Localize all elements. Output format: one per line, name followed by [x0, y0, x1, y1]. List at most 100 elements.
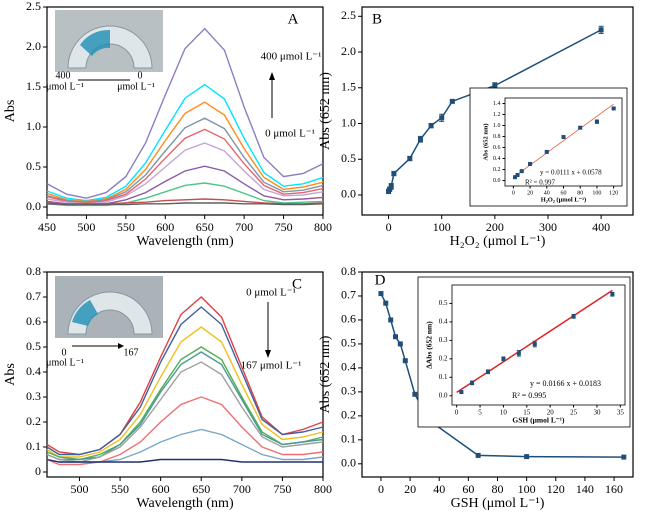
x-tick-label: 40 [544, 190, 550, 196]
y-tick-label: 0.1 [439, 373, 448, 381]
y-tick-label: 0.8 [26, 264, 41, 278]
data-point [492, 83, 498, 89]
y-tick-label: 1.5 [26, 79, 41, 93]
x-tick-label: 750 [273, 482, 291, 496]
x-tick-label: 15 [523, 408, 531, 416]
x-axis-label: H₂O₂ (μmol L⁻¹) [450, 234, 546, 249]
data-point [459, 390, 464, 395]
y-tick-label: 1.5 [341, 80, 356, 94]
data-point [388, 317, 394, 323]
arrow-head [118, 343, 124, 349]
x-tick-label: 800 [314, 220, 332, 234]
y-tick-label: 0.3 [341, 384, 356, 398]
data-point [383, 300, 389, 306]
spectrum-line [46, 458, 323, 463]
x-tick-label: 650 [196, 220, 214, 234]
y-tick-label: 1.0 [26, 119, 41, 133]
photo-label: 167 [124, 347, 139, 358]
data-point [417, 136, 423, 142]
data-point [486, 369, 491, 374]
photo-label: 400 [56, 70, 71, 81]
spectrum-line [46, 351, 324, 461]
data-point [544, 149, 549, 154]
x-tick-label: 140 [576, 482, 594, 496]
x-tick-label: 400 [592, 220, 610, 234]
x-tick-label: 35 [617, 408, 625, 416]
data-point [528, 162, 533, 166]
photo-label: 0 [138, 70, 143, 81]
y-axis-label: Abs (652 nm) [318, 72, 333, 150]
annotation: 0 μmol L⁻¹ [246, 287, 296, 299]
data-point [470, 380, 475, 385]
data-point [532, 342, 537, 347]
y-tick-label: 2.5 [341, 8, 356, 22]
y-tick-label: 0.7 [341, 288, 356, 302]
y-tick-label: 2.0 [341, 44, 356, 58]
fit-r2: R² = 0.995 [512, 391, 546, 400]
fit-r2: R² = 0.997 [525, 179, 555, 187]
spectrum-line [46, 346, 324, 461]
x-tick-label: 120 [609, 190, 618, 196]
x-tick-label: 5 [478, 408, 482, 416]
y-tick-label: 0.8 [341, 264, 356, 278]
annotation: 167 μmol L⁻¹ [241, 360, 302, 372]
x-tick-label: 10 [500, 408, 508, 416]
x-tick-label: 0 [378, 482, 384, 496]
chart-panel: 450 500 550 600 650 700 750 800 0.0 0.5 1.0 1.5 2.0 2… [3, 0, 332, 249]
y-tick-label: 0.1 [341, 432, 356, 446]
spectrum-line [46, 396, 324, 466]
y-axis-label: Abs [3, 100, 18, 123]
blue-tubes [80, 29, 110, 56]
x-tick-label: 600 [152, 482, 170, 496]
y-tick-label: 1.0 [493, 123, 501, 129]
x-tick-label: 550 [117, 220, 135, 234]
y-tick-label: 0.4 [26, 364, 41, 378]
y-tick-label: 0.5 [26, 159, 41, 173]
data-point [621, 454, 627, 460]
data-point [571, 314, 576, 319]
data-point [598, 27, 604, 33]
photo-label: 0 [62, 347, 67, 358]
y-tick-label: 0.0 [341, 456, 356, 470]
data-point [475, 452, 481, 458]
x-tick-label: 650 [192, 482, 210, 496]
spectrum-line [46, 117, 324, 203]
data-point [412, 391, 418, 397]
data-point [561, 135, 566, 140]
data-point [407, 156, 413, 162]
x-tick-label: 120 [547, 482, 565, 496]
y-axis-label: Abs (652 nm) [482, 123, 489, 160]
y-tick-label: 0.7 [26, 289, 41, 303]
blue-tubes [72, 300, 98, 326]
data-point [516, 351, 521, 356]
data-point [519, 169, 524, 174]
x-tick-label: 300 [539, 220, 557, 234]
y-axis-label: Abs [3, 363, 18, 386]
spectrum-line [46, 142, 324, 205]
annotation: 0 μmol L⁻¹ [265, 128, 315, 140]
y-tick-label: 0.0 [493, 178, 501, 184]
plot-frame [46, 271, 324, 478]
photo-label: μmol L⁻¹ [46, 81, 84, 92]
y-tick-label: 0.5 [341, 151, 356, 165]
x-axis-label: Wavelength (nm) [136, 234, 234, 249]
spectrum-line [46, 83, 324, 202]
y-tick-label: 0.5 [341, 336, 356, 350]
spectrum-line [46, 306, 324, 456]
x-tick-label: 100 [433, 220, 451, 234]
photo-c [55, 276, 163, 349]
panel-label: C [292, 276, 302, 292]
y-axis-label: Abs (652 nm) [318, 335, 333, 413]
y-tick-label: 0.2 [493, 167, 501, 173]
x-tick-label: 450 [38, 220, 56, 234]
data-point [397, 341, 403, 347]
y-tick-label: 1.0 [341, 115, 356, 129]
x-axis-label: H₂O₂ (μmol L⁻¹) [541, 196, 586, 203]
spectrum-line [46, 326, 324, 458]
y-tick-label: 0.4 [493, 156, 501, 162]
x-tick-label: 500 [70, 482, 88, 496]
data-point [513, 175, 518, 180]
y-tick-label: 1.4 [493, 101, 501, 107]
